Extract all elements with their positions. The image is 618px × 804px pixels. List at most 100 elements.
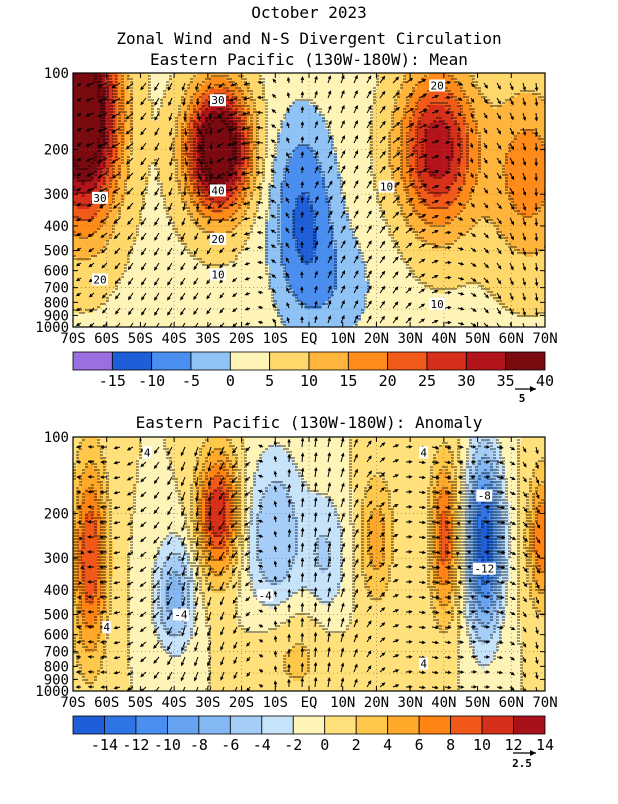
x-tick-label: 20S [229,695,254,711]
x-tick-label: 20N [364,695,389,711]
y-tick-label: 400 [44,219,69,235]
x-tick-label: EQ [301,331,318,347]
colorbar-label: -12 [122,736,149,754]
y-tick-label: 100 [44,430,69,446]
colorbar-swatch [388,716,419,734]
colorbar-swatch [388,352,427,370]
colorbar-swatch [152,352,191,370]
x-tick-label: 70N [532,331,557,347]
colorbar-swatch [293,716,324,734]
colorbar-label: 4 [383,736,392,754]
colorbar-label: 0 [226,372,235,390]
panel-mean-reference-label: 5 [519,392,526,405]
contour-label: -4 [174,609,188,622]
panel-mean-reference-vector: 5 [515,386,536,405]
panel-anomaly-reference-vector: 2.5 [512,750,536,770]
x-tick-label: 10S [263,695,288,711]
colorbar-label: -6 [221,736,239,754]
x-tick-label: 10N [330,331,355,347]
colorbar-label: 10 [300,372,318,390]
colorbar-label: 6 [415,736,424,754]
contour-label: 20 [211,233,224,246]
contour-label: 10 [380,181,393,194]
colorbar-label: -10 [138,372,165,390]
x-tick-label: 20S [229,331,254,347]
x-tick-label: 30S [195,331,220,347]
colorbar-label: -5 [182,372,200,390]
y-tick-label: 100 [44,66,69,82]
x-tick-label: 40N [431,695,456,711]
contour-label: -12 [474,563,494,576]
colorbar-swatch [191,352,230,370]
colorbar-label: 25 [418,372,436,390]
contour-label: 10 [430,298,443,311]
panel-mean-title: Eastern Pacific (130W-180W): Mean [150,50,468,69]
y-tick-label: 1000 [35,320,69,336]
contour-label: 20 [430,80,443,93]
colorbar-swatch [262,716,293,734]
x-tick-label: 50S [128,695,153,711]
x-tick-label: 40S [161,331,186,347]
x-tick-label: 50N [465,695,490,711]
y-tick-label: 500 [44,608,69,624]
x-tick-label: 60N [499,331,524,347]
colorbar-swatch [136,716,167,734]
contour-label: 4 [144,446,151,459]
colorbar-label: 10 [473,736,491,754]
contour-label: 4 [420,446,427,459]
colorbar-swatch [427,352,466,370]
colorbar-swatch [419,716,450,734]
y-tick-label: 700 [44,645,69,661]
contour-label: 40 [211,184,224,197]
colorbar-swatch [104,716,135,734]
colorbar-label: 12 [505,736,523,754]
x-tick-label: 10N [330,695,355,711]
x-tick-label: 60N [499,695,524,711]
colorbar-swatch [73,716,104,734]
colorbar-label: 2 [352,736,361,754]
colorbar-swatch [451,716,482,734]
colorbar-label: -14 [91,736,118,754]
contour-label: 20 [93,273,106,286]
x-tick-label: 40N [431,331,456,347]
x-tick-label: 50S [128,331,153,347]
colorbar-label: 40 [536,372,554,390]
contour-label: 30 [93,192,106,205]
x-tick-label: 30S [195,695,220,711]
x-tick-label: EQ [301,695,318,711]
colorbar-label: 30 [457,372,475,390]
y-tick-label: 300 [44,551,69,567]
colorbar-swatch [506,352,545,370]
colorbar-label: -8 [190,736,208,754]
x-tick-label: 60S [94,331,119,347]
y-tick-label: 200 [44,506,69,522]
y-tick-label: 300 [44,187,69,203]
y-tick-label: 700 [44,281,69,297]
panel-mean: Eastern Pacific (130W-180W): Mean 30 40 20… [35,50,557,405]
contour-label: 4 [420,658,427,671]
colorbar-swatch [112,352,151,370]
colorbar-label: 15 [339,372,357,390]
colorbar-label: -15 [99,372,126,390]
x-tick-label: 50N [465,331,490,347]
colorbar-swatch [167,716,198,734]
colorbar-swatch [199,716,230,734]
figure-title: October 2023 [251,3,367,22]
colorbar-swatch [270,352,309,370]
colorbar-swatch [356,716,387,734]
panel-anomaly-reference-label: 2.5 [512,757,532,770]
colorbar-swatch [309,352,348,370]
colorbar-swatch [482,716,513,734]
colorbar-label: 0 [320,736,329,754]
y-tick-label: 1000 [35,684,69,700]
colorbar-label: -10 [154,736,181,754]
y-tick-label: 400 [44,583,69,599]
x-tick-label: 40S [161,695,186,711]
x-tick-label: 70N [532,695,557,711]
y-tick-label: 500 [44,244,69,260]
colorbar-swatch [348,352,387,370]
colorbar-label: -2 [284,736,302,754]
figure-subtitle: Zonal Wind and N-S Divergent Circulation [116,29,501,48]
